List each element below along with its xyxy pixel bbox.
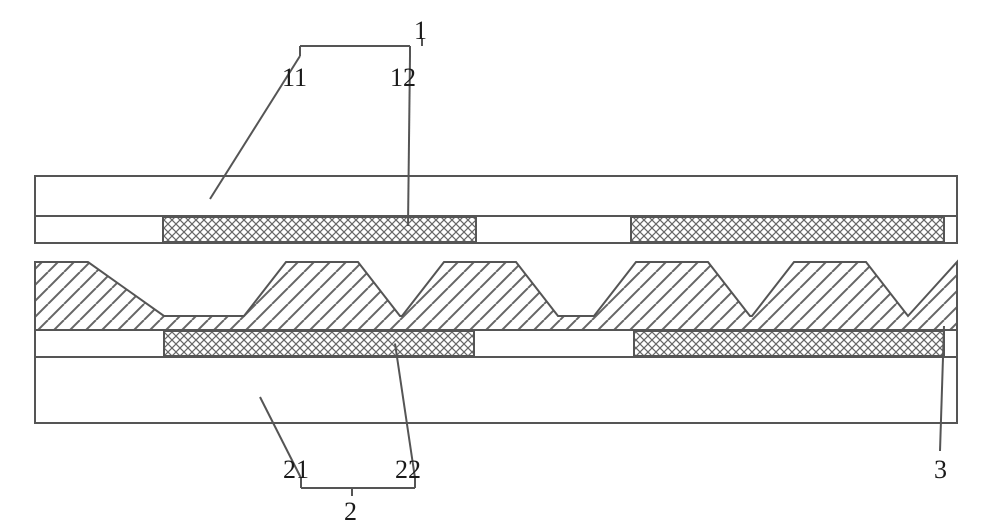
upper-electrode xyxy=(631,217,944,242)
label-top_right: 12 xyxy=(390,63,416,93)
cross-section-diagram xyxy=(0,0,1000,526)
label-group_top: 1 xyxy=(414,16,427,46)
label-bottom_right: 22 xyxy=(395,455,421,485)
center-layer xyxy=(35,262,957,330)
label-group_bottom: 2 xyxy=(344,497,357,527)
upper-electrode xyxy=(163,217,476,242)
lower-electrode xyxy=(634,331,944,356)
lower-electrode xyxy=(164,331,474,356)
label-bottom_left: 21 xyxy=(283,455,309,485)
label-right: 3 xyxy=(934,455,947,485)
label-top_left: 11 xyxy=(282,63,307,93)
